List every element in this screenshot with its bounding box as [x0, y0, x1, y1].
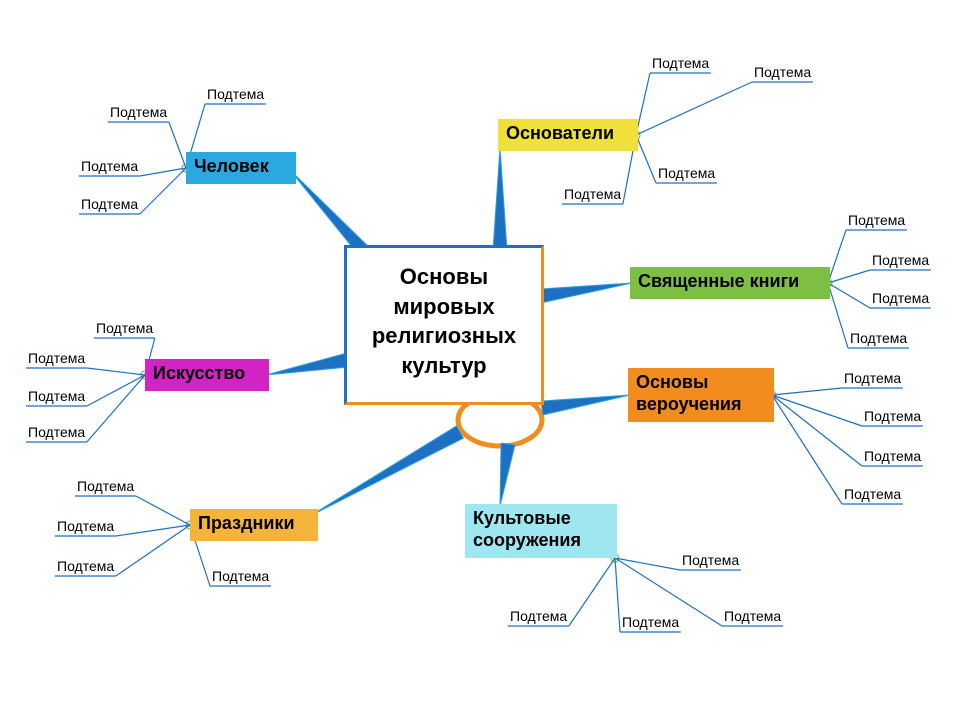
subtopic-label: Подтема [842, 486, 903, 502]
subtopic-label: Подтема [752, 64, 813, 80]
subtopic-label: Подтема [862, 448, 923, 464]
branch-label-text: Основатели [506, 123, 614, 143]
branch-label-text: Основывероучения [636, 372, 742, 414]
subtopic-label: Подтема [862, 408, 923, 424]
branch-osnovateli: Основатели [498, 119, 638, 151]
subtopic-label: Подтема [656, 165, 717, 181]
subtopic-label: Подтема [562, 186, 623, 202]
subtopic-label: Подтема [79, 158, 140, 174]
subtopic-label: Подтема [26, 350, 87, 366]
subtopic-label: Подтема [722, 608, 783, 624]
branch-verouchenie: Основывероучения [628, 368, 774, 422]
branch-sooruzheniya: Культовыесооружения [465, 504, 617, 558]
subtopic-label: Подтема [108, 104, 169, 120]
center-topic: Основымировыхрелигиозныхкультур [344, 245, 544, 405]
subtopic-label: Подтема [680, 552, 741, 568]
subtopic-label: Подтема [870, 252, 931, 268]
subtopic-label: Подтема [26, 388, 87, 404]
branch-prazdniki: Праздники [190, 509, 318, 541]
branch-label-text: Священные книги [638, 271, 799, 291]
branch-label-text: Искусство [153, 363, 245, 383]
subtopic-label: Подтема [842, 370, 903, 386]
subtopic-label: Подтема [55, 558, 116, 574]
branch-label-text: Праздники [198, 513, 295, 533]
subtopic-label: Подтема [205, 86, 266, 102]
subtopic-label: Подтема [55, 518, 116, 534]
subtopic-label: Подтема [79, 196, 140, 212]
subtopic-label: Подтема [870, 290, 931, 306]
branch-iskusstvo: Искусство [145, 359, 269, 391]
subtopic-label: Подтема [620, 614, 681, 630]
center-topic-text: Основымировыхрелигиозныхкультур [372, 264, 516, 378]
mindmap-stage: Основымировыхрелигиозныхкультур Подтема По… [0, 0, 960, 720]
subtopic-label: Подтема [75, 478, 136, 494]
subtopic-label: Подтема [650, 55, 711, 71]
branch-knigi: Священные книги [630, 267, 830, 299]
branch-label-text: Человек [194, 156, 269, 176]
subtopic-label: Подтема [210, 568, 271, 584]
subtopic-label: Подтема [26, 424, 87, 440]
branch-label-text: Культовыесооружения [473, 508, 581, 550]
subtopic-label: Подтема [846, 212, 907, 228]
subtopic-label: Подтема [848, 330, 909, 346]
branch-chelovek: Человек [186, 152, 296, 184]
subtopic-label: Подтема [508, 608, 569, 624]
subtopic-label: Подтема [94, 320, 155, 336]
